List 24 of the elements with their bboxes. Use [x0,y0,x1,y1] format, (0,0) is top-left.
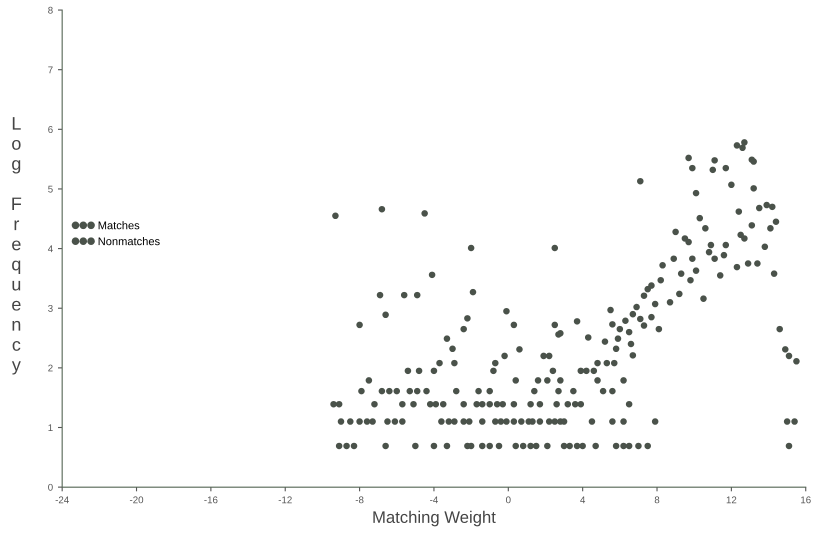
x-tick-label: 4 [580,496,586,504]
y-tick-label: 1 [48,424,53,432]
x-tick-label: 0 [506,496,511,504]
y-tick-label: 5 [48,186,53,193]
x-tick-label: -12 [278,496,292,504]
y-tick-label: 4 [48,245,53,252]
y-tick-label: 7 [48,66,53,74]
x-tick-label: -20 [130,496,144,504]
x-tick-label: 8 [654,496,660,504]
y-tick-label: 8 [48,6,53,14]
x-tick-label: -8 [356,496,364,504]
y-tick-label: 3 [48,304,53,312]
x-tick-label: -4 [430,496,438,504]
x-tick-label: -24 [56,496,69,504]
y-tick-label: 6 [48,126,53,133]
x-tick-label: 12 [726,496,736,504]
y-tick-label: 0 [48,484,53,491]
x-tick-label: 16 [801,496,811,504]
x-axis-title: Matching Weight [373,510,496,526]
legend-label: Nonmatches [98,237,160,246]
text: Log Frequency [12,117,22,375]
x-tick-label: -16 [204,496,218,504]
y-tick-label: 2 [48,364,53,372]
legend-label: Matches [98,221,140,230]
